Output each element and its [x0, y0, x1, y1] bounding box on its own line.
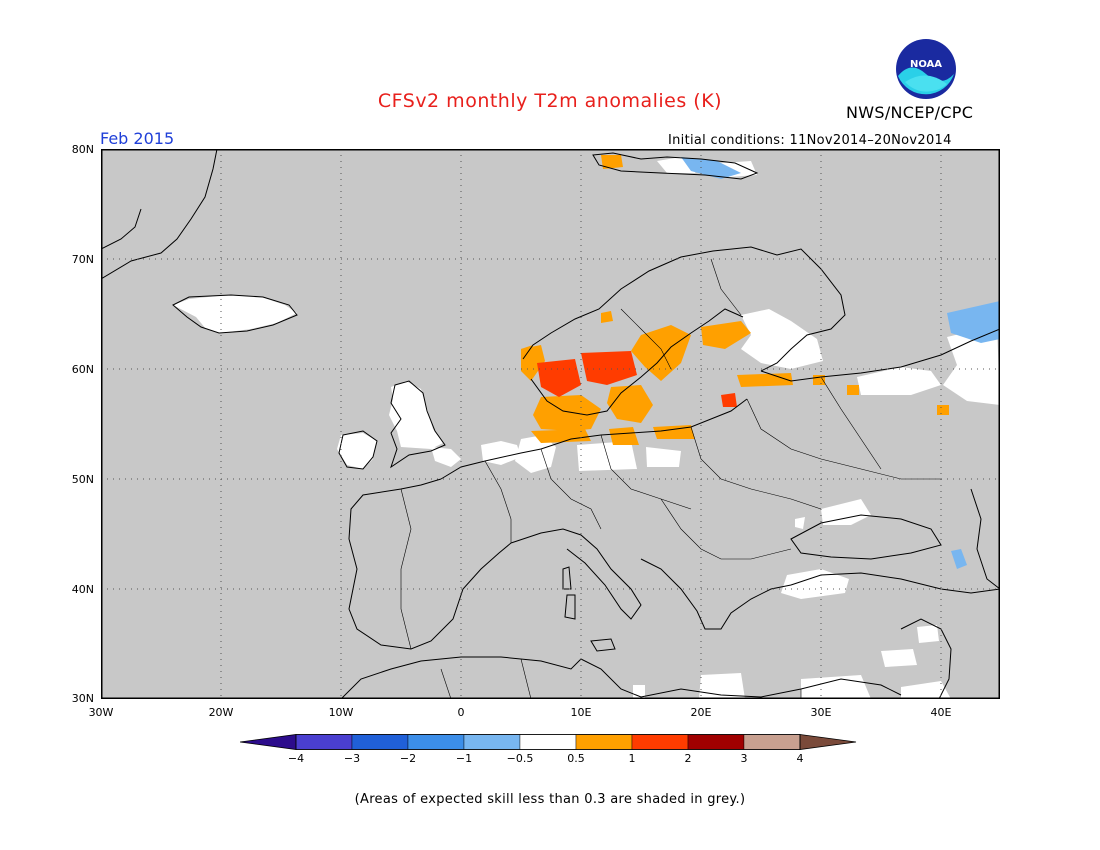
colorbar-cell — [631, 734, 689, 750]
colorbar-label: 3 — [740, 752, 748, 765]
negative-anomaly-patches — [681, 157, 1000, 569]
colorbar — [240, 734, 857, 750]
forecast-month: Feb 2015 — [100, 129, 175, 148]
colorbar-label: −3 — [343, 752, 361, 765]
positive-anomaly-patches — [521, 155, 949, 445]
colorbar-arrow-low — [240, 734, 297, 750]
lat-label-40n: 40N — [71, 583, 94, 596]
colorbar-label: 1 — [628, 752, 636, 765]
colorbar-label: −2 — [399, 752, 417, 765]
colorbar-cell — [575, 734, 633, 750]
lon-label-30e: 30E — [810, 706, 832, 719]
colorbar-cell — [743, 734, 801, 750]
lat-label-60n: 60N — [71, 363, 94, 376]
lon-label-0: 0 — [457, 706, 465, 719]
anomaly-map — [101, 149, 1000, 699]
initial-conditions: Initial conditions: 11Nov2014–20Nov2014 — [668, 133, 952, 148]
colorbar-cell — [351, 734, 409, 750]
lat-label-50n: 50N — [71, 473, 94, 486]
colorbar-cell — [463, 734, 521, 750]
noaa-logo: NOAA — [896, 39, 956, 99]
colorbar-cell — [687, 734, 745, 750]
agency-label: NWS/NCEP/CPC — [846, 103, 974, 122]
lon-label-20e: 20E — [690, 706, 712, 719]
lon-label-10w: 10W — [328, 706, 354, 719]
colorbar-cell — [295, 734, 353, 750]
colorbar-cell — [407, 734, 465, 750]
country-borders — [400, 258, 941, 699]
map-frame — [101, 149, 1000, 699]
colorbar-arrow-high — [799, 734, 857, 750]
colorbar-label: 4 — [796, 752, 804, 765]
lat-label-30n: 30N — [71, 692, 94, 705]
lon-label-10e: 10E — [570, 706, 592, 719]
near-normal-patches — [173, 157, 1000, 699]
logo-text: NOAA — [910, 59, 942, 70]
lat-label-80n: 80N — [71, 143, 94, 156]
skill-note: (Areas of expected skill less than 0.3 a… — [354, 792, 746, 807]
colorbar-label: −4 — [287, 752, 305, 765]
colorbar-label: −0.5 — [506, 752, 534, 765]
lat-label-70n: 70N — [71, 253, 94, 266]
lon-label-30w: 30W — [88, 706, 114, 719]
colorbar-label: 0.5 — [567, 752, 585, 765]
colorbar-cell — [519, 734, 577, 750]
colorbar-label: −1 — [455, 752, 473, 765]
lon-label-40e: 40E — [930, 706, 952, 719]
colorbar-label: 2 — [684, 752, 692, 765]
lon-label-20w: 20W — [208, 706, 234, 719]
strong-positive-anomaly-patches — [537, 351, 737, 407]
chart-title: CFSv2 monthly T2m anomalies (K) — [377, 90, 723, 112]
